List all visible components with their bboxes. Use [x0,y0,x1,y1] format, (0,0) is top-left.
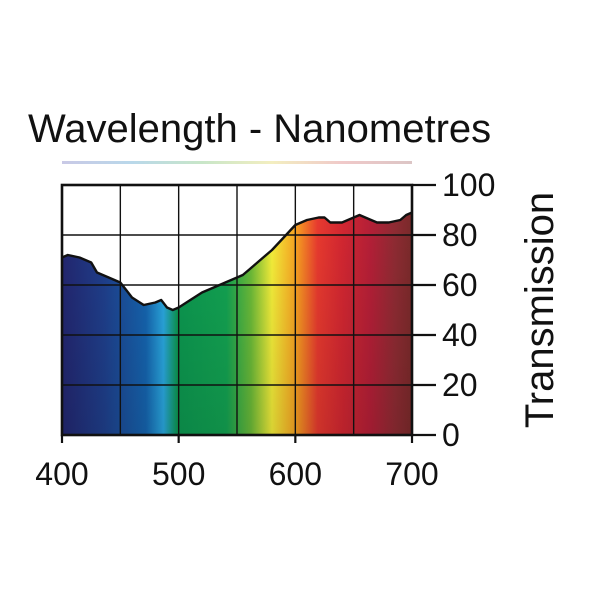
chart-title: Wavelength - Nanometres [28,107,491,151]
y-tick-label-100: 100 [442,167,495,203]
axes-layer [60,183,414,437]
y-axis-title: Transmission [518,192,562,428]
y-tick-label-60: 60 [442,267,478,303]
plot-frame [60,183,414,437]
y-tick-label-40: 40 [442,317,478,353]
grid-layer [62,185,412,435]
transmission-curve [61,211,413,312]
y-tick-label-20: 20 [442,367,478,403]
curve-layer [61,211,413,312]
x-tick-label-600: 600 [269,456,322,492]
y-tick-label-80: 80 [442,217,478,253]
x-tick-label-400: 400 [35,456,88,492]
x-tick-label-700: 700 [385,456,438,492]
title-rule [62,161,412,164]
x-tick-label-500: 500 [152,456,205,492]
tick-layer: 0 20 40 60 80 100 400 500 600 700 [35,167,495,492]
y-tick-label-0: 0 [442,417,460,453]
